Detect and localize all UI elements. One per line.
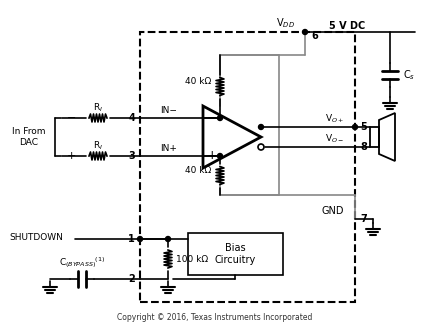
Circle shape <box>217 153 222 159</box>
Text: V$_{O−}$: V$_{O−}$ <box>325 133 344 145</box>
Text: IN−: IN− <box>160 107 176 115</box>
Text: 40 kΩ: 40 kΩ <box>184 77 210 86</box>
Text: SHUTDOWN: SHUTDOWN <box>9 233 63 243</box>
Text: 7: 7 <box>359 214 366 224</box>
Text: 8: 8 <box>359 142 366 152</box>
Text: 5 V DC: 5 V DC <box>328 21 364 31</box>
Text: −: − <box>206 112 217 125</box>
Text: 4: 4 <box>128 113 135 123</box>
Text: R$_I$: R$_I$ <box>93 102 103 114</box>
Text: 3: 3 <box>128 151 135 161</box>
Bar <box>369 127 378 147</box>
Circle shape <box>165 236 170 242</box>
Text: V$_{DD}$: V$_{DD}$ <box>275 16 294 30</box>
Text: 5: 5 <box>359 122 366 132</box>
Circle shape <box>217 115 222 121</box>
Circle shape <box>302 29 307 35</box>
Text: IN+: IN+ <box>160 145 176 153</box>
FancyBboxPatch shape <box>187 233 282 275</box>
Text: +: + <box>67 151 76 161</box>
Text: 2: 2 <box>128 274 135 284</box>
Text: Bias
Circuitry: Bias Circuitry <box>214 243 256 265</box>
Circle shape <box>257 144 263 150</box>
Text: C$_{(BYPASS)}$$^{(1)}$: C$_{(BYPASS)}$$^{(1)}$ <box>59 255 105 271</box>
Text: R$_I$: R$_I$ <box>93 140 103 152</box>
Text: Copyright © 2016, Texas Instruments Incorporated: Copyright © 2016, Texas Instruments Inco… <box>117 314 312 322</box>
Circle shape <box>352 125 357 129</box>
Text: 100 kΩ: 100 kΩ <box>176 254 207 264</box>
Text: GND: GND <box>321 206 343 216</box>
Text: 1: 1 <box>128 234 135 244</box>
Text: In From
DAC: In From DAC <box>12 127 46 147</box>
Text: +: + <box>206 149 217 163</box>
Text: C$_s$: C$_s$ <box>402 68 414 82</box>
Text: 6: 6 <box>310 31 317 41</box>
Text: 40 kΩ: 40 kΩ <box>184 166 210 175</box>
Text: V$_{O+}$: V$_{O+}$ <box>325 113 344 125</box>
Text: −: − <box>67 113 76 123</box>
Circle shape <box>137 236 142 242</box>
Circle shape <box>258 125 263 129</box>
